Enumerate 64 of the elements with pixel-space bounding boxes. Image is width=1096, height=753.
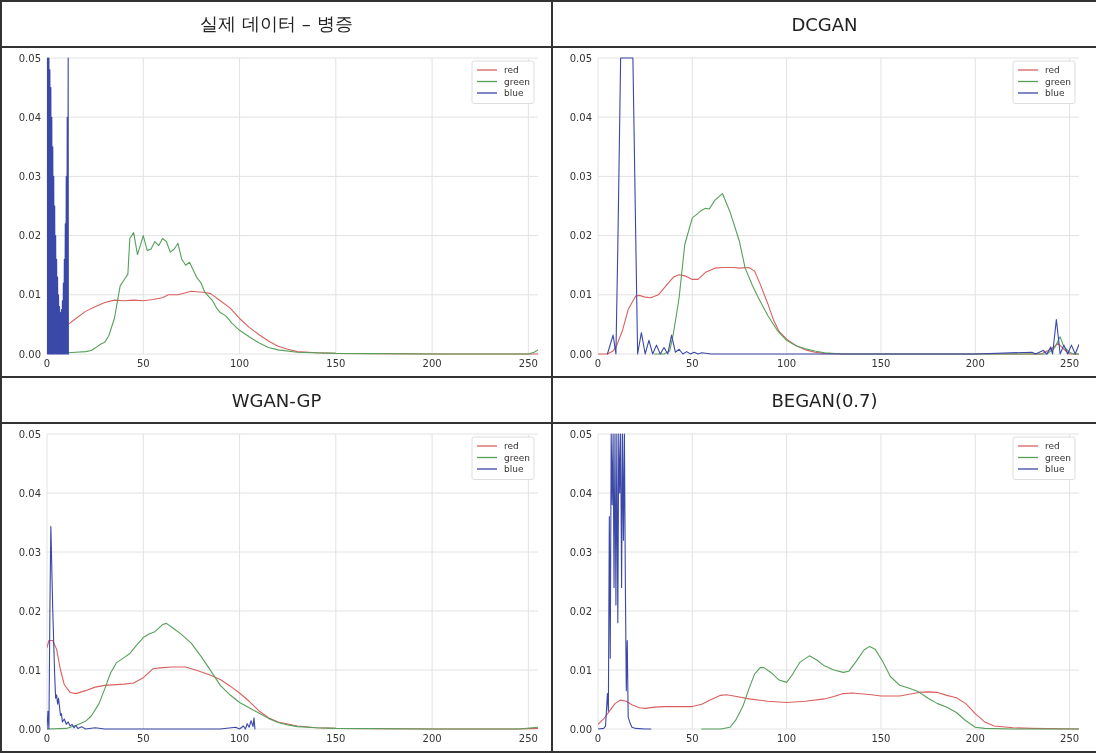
y-tick-label: 0.02 [569, 230, 592, 242]
legend-label: red [1045, 65, 1060, 75]
y-tick-label: 0.00 [569, 723, 592, 735]
legend-label: red [1045, 441, 1060, 451]
y-tick-label: 0.00 [569, 348, 592, 360]
x-tick-label: 100 [230, 358, 250, 369]
y-tick-label: 0.04 [569, 487, 592, 499]
legend-label: blue [1045, 88, 1065, 98]
y-tick-label: 0.05 [18, 428, 41, 440]
x-tick-label: 200 [965, 358, 985, 369]
x-tick-label: 150 [871, 358, 891, 369]
x-tick-label: 250 [518, 733, 538, 744]
x-tick-label: 0 [43, 358, 51, 369]
legend-label: green [504, 76, 530, 87]
y-tick-label: 0.02 [18, 605, 41, 617]
x-tick-label: 50 [685, 358, 699, 369]
y-tick-label: 0.01 [569, 289, 592, 301]
y-tick-label: 0.00 [18, 348, 41, 360]
y-tick-label: 0.04 [569, 111, 592, 123]
chart-title: DCGAN [553, 2, 1096, 48]
y-tick-label: 0.05 [569, 428, 592, 440]
legend-label: green [1045, 76, 1071, 87]
x-tick-label: 200 [422, 358, 442, 369]
x-tick-label: 250 [518, 358, 538, 369]
x-tick-label: 50 [136, 733, 150, 744]
legend-label: blue [504, 464, 524, 474]
y-tick-label: 0.03 [569, 546, 592, 558]
legend-label: green [1045, 452, 1071, 463]
x-tick-label: 100 [777, 358, 797, 369]
y-tick-label: 0.05 [18, 52, 41, 64]
x-tick-label: 100 [777, 733, 797, 744]
x-tick-label: 200 [422, 733, 442, 744]
x-tick-label: 150 [326, 733, 346, 744]
y-tick-label: 0.01 [18, 289, 41, 301]
y-tick-label: 0.02 [18, 230, 41, 242]
y-tick-label: 0.03 [18, 170, 41, 182]
y-tick-label: 0.02 [569, 605, 592, 617]
y-tick-label: 0.04 [18, 487, 41, 499]
x-tick-label: 150 [871, 733, 891, 744]
x-tick-label: 100 [230, 733, 250, 744]
x-tick-label: 0 [594, 358, 602, 369]
x-tick-label: 150 [326, 358, 346, 369]
legend-label: blue [1045, 464, 1065, 474]
x-tick-label: 0 [43, 733, 51, 744]
x-tick-label: 0 [594, 733, 602, 744]
y-tick-label: 0.01 [569, 664, 592, 676]
chart-title: WGAN-GP [2, 378, 551, 424]
chart-title: 실제 데이터 – 병증 [2, 2, 551, 48]
x-tick-label: 250 [1060, 733, 1080, 744]
y-tick-label: 0.03 [18, 546, 41, 558]
legend-label: green [504, 452, 530, 463]
y-tick-label: 0.05 [569, 52, 592, 64]
legend-label: red [504, 441, 519, 451]
x-tick-label: 250 [1060, 358, 1080, 369]
y-tick-label: 0.00 [18, 723, 41, 735]
legend-label: red [504, 65, 519, 75]
y-tick-label: 0.04 [18, 111, 41, 123]
x-tick-label: 50 [685, 733, 699, 744]
y-tick-label: 0.01 [18, 664, 41, 676]
legend-label: blue [504, 88, 524, 98]
x-tick-label: 50 [136, 358, 150, 369]
chart-title: BEGAN(0.7) [553, 378, 1096, 424]
x-tick-label: 200 [965, 733, 985, 744]
y-tick-label: 0.03 [569, 170, 592, 182]
